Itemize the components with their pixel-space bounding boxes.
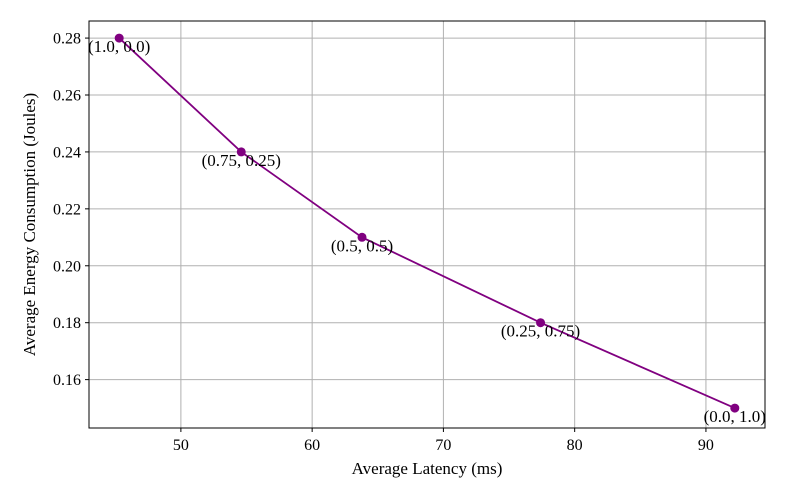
y-tick-label: 0.22 xyxy=(53,201,81,218)
data-point-label: (0.5, 0.5) xyxy=(331,236,393,255)
data-point xyxy=(730,403,740,413)
y-tick-label: 0.28 xyxy=(53,31,81,48)
axis-ticks: 50 60 70 80 90 0.16 0.18 0.20 0.22 0.24 0.26 0.28 xyxy=(53,31,714,454)
series-group: (1.0, 0.0) (0.75, 0.25) (0.5, 0.5) (0.25, 0… xyxy=(88,33,766,426)
data-point xyxy=(114,33,124,43)
data-point-label: (0.25, 0.75) xyxy=(501,322,580,341)
data-point-label: (0.0, 1.0) xyxy=(704,407,766,426)
x-tick-label: 70 xyxy=(435,437,451,454)
data-point-label: (0.75, 0.25) xyxy=(202,151,281,170)
data-point xyxy=(536,318,546,328)
y-tick-label: 0.16 xyxy=(53,372,81,389)
y-tick-label: 0.24 xyxy=(53,144,81,161)
data-point xyxy=(236,147,246,157)
series-line xyxy=(118,37,736,409)
grid-lines xyxy=(89,21,765,428)
y-tick-label: 0.18 xyxy=(53,315,81,332)
data-point-label: (1.0, 0.0) xyxy=(88,37,150,56)
data-point xyxy=(357,232,367,242)
x-tick-label: 60 xyxy=(304,437,320,454)
x-axis-title: Average Latency (ms) xyxy=(352,459,503,478)
y-axis-title: Average Energy Consumption (Joules) xyxy=(20,93,39,356)
plot-frame xyxy=(88,20,766,429)
y-tick-label: 0.20 xyxy=(53,258,81,275)
y-tick-label: 0.26 xyxy=(53,88,81,105)
x-tick-label: 80 xyxy=(567,437,583,454)
x-tick-label: 90 xyxy=(698,437,714,454)
x-tick-label: 50 xyxy=(173,437,189,454)
